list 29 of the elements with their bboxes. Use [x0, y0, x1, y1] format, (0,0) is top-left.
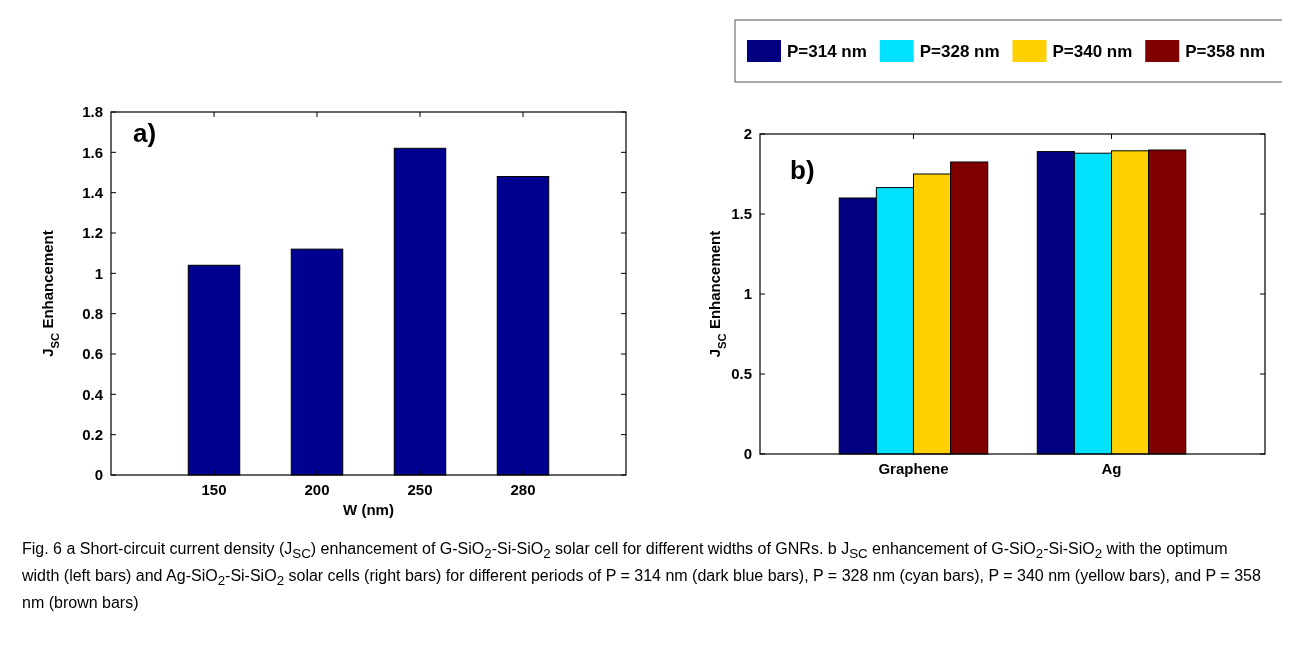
- x-axis-title: W (nm): [343, 501, 394, 518]
- y-tick-label: 0.8: [82, 304, 103, 322]
- annotation: b): [790, 155, 815, 185]
- y-tick-label: 0.4: [82, 385, 104, 403]
- y-tick-label: 0.6: [82, 345, 103, 363]
- y-tick-label: 1.6: [82, 143, 103, 161]
- y-tick-label: 1.2: [82, 224, 103, 242]
- legend-label: P=358 nm: [1185, 42, 1266, 61]
- y-tick-label: 1.8: [82, 103, 103, 121]
- y-tick-label: 0: [94, 466, 103, 484]
- x-tick-label: 150: [201, 481, 227, 498]
- y-tick-label: 1.5: [731, 205, 752, 223]
- annotation: a): [133, 118, 157, 148]
- x-tick-label: Ag: [1101, 460, 1122, 477]
- y-tick-label: 1: [94, 264, 103, 282]
- y-tick-label: 1: [743, 285, 752, 303]
- x-tick-label: 280: [510, 481, 536, 498]
- legend-label: P=314 nm: [787, 42, 867, 61]
- y-tick-label: 2: [743, 125, 752, 143]
- text: Fig. 6 a Short-circuit current density (J$_{SC}$) enhancement of G-SiO$_{2}$-Si-SiO$_{2}$ solar cell for different widths of GNRs. b J$_{SC}$ enhancement of G-SiO$_{2}$-Si-SiO$_{2}$ with the optimum width (left bars) and Ag-SiO$_{2}$-Si-SiO$_{2}$ solar cells (right bars) for different periods of P = 314 nm (dark blue bars), P = 328 nm (cyan bars), P = 340 nm (yellow bars), and P = 358 nm (brown bars): [22, 540, 1261, 612]
- x-tick-label: Graphene: [878, 460, 949, 477]
- y-tick-label: 0.2: [82, 425, 103, 443]
- x-tick-label: 250: [407, 481, 433, 498]
- y-tick-label: 1.4: [82, 183, 104, 201]
- legend-label: P=340 nm: [1052, 42, 1133, 61]
- x-tick-label: 200: [304, 481, 330, 498]
- legend-label: P=328 nm: [919, 42, 1000, 61]
- y-tick-label: 0: [743, 445, 752, 463]
- y-tick-label: 0.5: [731, 365, 752, 383]
